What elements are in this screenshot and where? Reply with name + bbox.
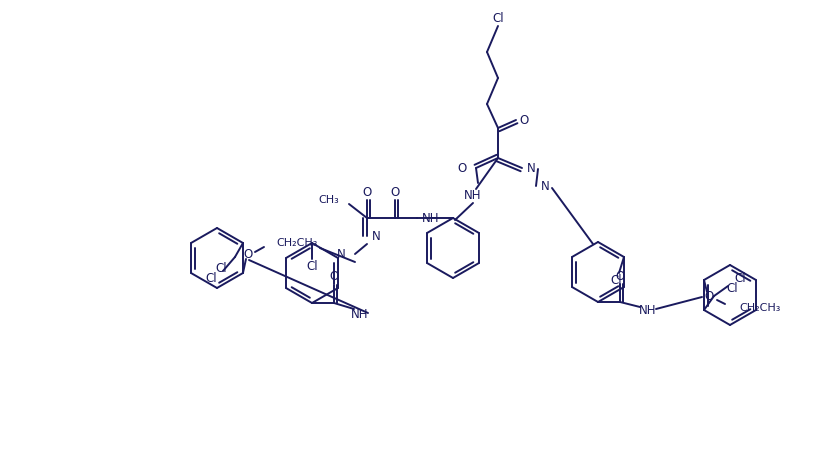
Text: Cl: Cl bbox=[609, 275, 621, 288]
Text: N: N bbox=[371, 229, 380, 242]
Text: N: N bbox=[526, 161, 535, 175]
Text: Cl: Cl bbox=[725, 281, 737, 295]
Text: N: N bbox=[540, 179, 549, 192]
Text: N: N bbox=[337, 248, 346, 260]
Text: Cl: Cl bbox=[733, 271, 744, 285]
Text: NH: NH bbox=[464, 188, 482, 201]
Text: Cl: Cl bbox=[215, 262, 227, 276]
Text: CH₂CH₃: CH₂CH₃ bbox=[738, 303, 780, 313]
Text: NH: NH bbox=[422, 211, 439, 225]
Text: O: O bbox=[243, 248, 252, 261]
Text: NH: NH bbox=[639, 305, 656, 317]
Text: O: O bbox=[329, 270, 338, 284]
Text: O: O bbox=[704, 289, 713, 303]
Text: Cl: Cl bbox=[205, 272, 217, 286]
Text: O: O bbox=[457, 161, 467, 175]
Text: CH₃: CH₃ bbox=[318, 195, 338, 205]
Text: O: O bbox=[614, 269, 624, 282]
Text: O: O bbox=[390, 186, 399, 198]
Text: Cl: Cl bbox=[491, 11, 503, 24]
Text: CH₂CH₃: CH₂CH₃ bbox=[276, 238, 317, 248]
Text: Cl: Cl bbox=[305, 260, 318, 274]
Text: NH: NH bbox=[351, 308, 369, 321]
Text: O: O bbox=[362, 186, 371, 198]
Text: O: O bbox=[518, 113, 528, 127]
